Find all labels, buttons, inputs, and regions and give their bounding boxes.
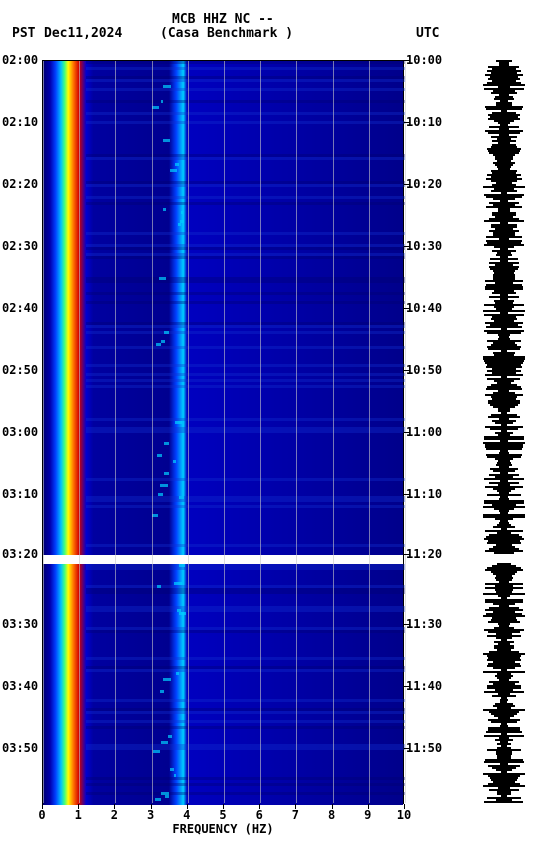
y-right-tick <box>404 686 410 687</box>
y-left-label: 02:20 <box>2 177 38 191</box>
gridline-v <box>369 61 370 803</box>
y-right-label: 11:00 <box>406 425 442 439</box>
y-right-label: 10:30 <box>406 239 442 253</box>
y-left-label: 03:20 <box>2 547 38 561</box>
y-left-label: 02:00 <box>2 53 38 67</box>
y-right-tick <box>404 122 410 123</box>
y-right-tick <box>404 246 410 247</box>
y-left-label: 02:30 <box>2 239 38 253</box>
x-axis-title: FREQUENCY (HZ) <box>172 822 273 836</box>
station-label: MCB HHZ NC -- <box>172 12 274 27</box>
y-right-label: 11:40 <box>406 679 442 693</box>
y-right-label: 11:50 <box>406 741 442 755</box>
spectrogram-segment-1 <box>43 61 403 555</box>
y-right-label: 10:20 <box>406 177 442 191</box>
y-right-label: 10:00 <box>406 53 442 67</box>
gridline-v <box>296 61 297 803</box>
y-left-label: 02:50 <box>2 363 38 377</box>
x-tick-label: 6 <box>256 808 263 822</box>
spectrogram-plot <box>42 60 404 804</box>
waveform-sample <box>494 552 514 554</box>
gridline-v <box>43 61 44 803</box>
x-tick-label: 10 <box>397 808 411 822</box>
x-tick-label: 1 <box>75 808 82 822</box>
gridline-v <box>188 61 189 803</box>
gridline-v <box>333 61 334 803</box>
y-right-label: 10:10 <box>406 115 442 129</box>
x-tick-label: 0 <box>38 808 45 822</box>
y-left-label: 03:10 <box>2 487 38 501</box>
y-right-label: 11:30 <box>406 617 442 631</box>
y-right-tick <box>404 308 410 309</box>
y-left-label: 03:40 <box>2 679 38 693</box>
gridline-v <box>260 61 261 803</box>
y-right-label: 11:10 <box>406 487 442 501</box>
utc-label: UTC <box>416 26 439 41</box>
spectrogram-segment-2 <box>43 564 403 805</box>
x-tick-label: 3 <box>147 808 154 822</box>
gridline-v <box>224 61 225 803</box>
y-left-label: 02:40 <box>2 301 38 315</box>
y-left-label: 03:30 <box>2 617 38 631</box>
x-tick-label: 7 <box>292 808 299 822</box>
x-tick-label: 9 <box>364 808 371 822</box>
x-tick-label: 2 <box>111 808 118 822</box>
y-left-label: 02:10 <box>2 115 38 129</box>
x-tick-label: 4 <box>183 808 190 822</box>
x-tick-label: 5 <box>219 808 226 822</box>
y-right-label: 11:20 <box>406 547 442 561</box>
waveform-trace <box>470 60 538 804</box>
y-right-tick <box>404 370 410 371</box>
y-right-tick <box>404 60 410 61</box>
chart-header: PST Dec11,2024 MCB HHZ NC -- (Casa Bench… <box>0 0 552 40</box>
date-label: Dec11,2024 <box>44 26 122 41</box>
x-tick-label: 8 <box>328 808 335 822</box>
gridline-v <box>79 61 80 803</box>
y-right-tick <box>404 748 410 749</box>
waveform-sample <box>484 801 523 803</box>
y-left-label: 03:50 <box>2 741 38 755</box>
y-right-tick <box>404 184 410 185</box>
y-right-label: 10:50 <box>406 363 442 377</box>
pst-label: PST <box>12 26 35 41</box>
y-right-label: 10:40 <box>406 301 442 315</box>
y-left-label: 03:00 <box>2 425 38 439</box>
y-right-tick <box>404 554 410 555</box>
segment-gap <box>43 555 403 564</box>
gridline-v <box>115 61 116 803</box>
y-right-tick <box>404 494 410 495</box>
y-right-tick <box>404 432 410 433</box>
gridline-v <box>152 61 153 803</box>
subtitle-label: (Casa Benchmark ) <box>160 26 293 41</box>
y-right-tick <box>404 624 410 625</box>
